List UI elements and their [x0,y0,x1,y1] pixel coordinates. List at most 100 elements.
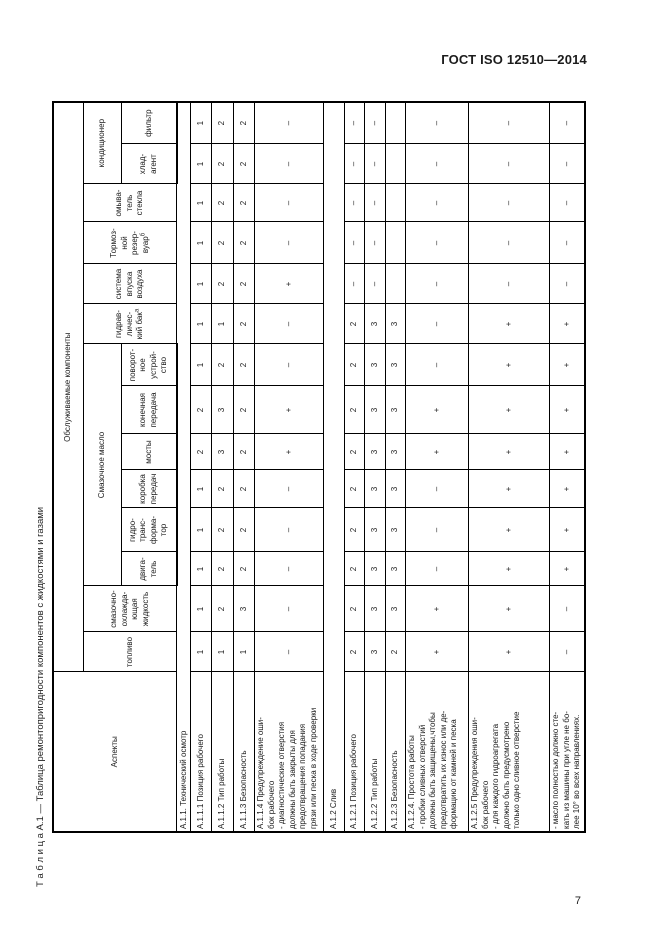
cell-a-1-1-3-washer: 2 [233,184,255,222]
cell-a-1-2-5-cont-filter: – [549,101,585,144]
cell-a-1-2-2-fuel: 3 [364,632,386,672]
row-label-a-1-2-5: А.1.2.5 Предупреждения оши- бок рабочего… [468,672,550,832]
section-row-a-1-1: А.1.1. Технический осмотр [176,101,191,832]
aspects-header: Аспекты [53,672,177,832]
col-header-engine: двига- тель [121,552,177,586]
cell-a-1-1-1-filter: 1 [190,101,212,144]
cell-a-1-2-5-brake-reservoir: – [468,222,550,264]
cell-a-1-2-2-brake-reservoir: – [364,222,386,264]
row-label-a-1-2-1: А.1.2.1 Позиция рабочего [344,672,365,832]
cell-a-1-1-1-final-drive: 2 [190,386,212,434]
cell-a-1-1-1-washer: 1 [190,184,212,222]
cell-a-1-2-4-coolant: + [405,586,469,632]
cell-a-1-1-4-hydraulic-tank: – [254,304,324,344]
footnote-mark-hydraulic-tank: а [134,308,141,313]
cell-a-1-2-3-brake-reservoir [385,222,406,264]
cell-a-1-2-5-air-intake: – [468,264,550,304]
cell-a-1-2-5-cont-washer: – [549,184,585,222]
cell-a-1-2-4-swing-gear: – [405,344,469,386]
cell-a-1-1-4-torque-converter: – [254,508,324,552]
col-header-washer: омыва- тель стекла [83,184,177,222]
cell-a-1-1-4-fuel: – [254,632,324,672]
row-label-a-1-2-4: А.1.2.4. Простота работы - пробки сливны… [405,672,469,832]
cell-a-1-2-3-final-drive: 3 [385,386,406,434]
col-header-filter: фильтр [121,101,177,144]
cell-a-1-2-3-filter [385,101,406,144]
cell-a-1-1-2-gearbox: 2 [211,470,234,508]
row-label-a-1-1-2: А.1.1.2 Тип работы [211,672,234,832]
cell-a-1-2-4-engine: – [405,552,469,586]
cell-a-1-2-5-hydraulic-tank: + [468,304,550,344]
cell-a-1-2-2-washer: – [364,184,386,222]
cell-a-1-1-2-refrigerant: 2 [211,144,234,184]
col-header-hydraulic-tank: гидрав- личес- кий бака [83,304,177,344]
cell-a-1-2-1-final-drive: 2 [344,386,365,434]
cell-a-1-2-5-final-drive: + [468,386,550,434]
cell-a-1-2-5-cont-engine: + [549,552,585,586]
cell-a-1-1-1-refrigerant: 1 [190,144,212,184]
col-header-coolant: смазочно- охлажда- ющая жидкость [83,586,177,632]
cell-a-1-2-3-hydraulic-tank: 3 [385,304,406,344]
cell-a-1-1-2-air-intake: 2 [211,264,234,304]
cell-a-1-1-3-fuel: 1 [233,632,255,672]
cell-a-1-1-4-swing-gear: – [254,344,324,386]
cell-a-1-1-3-swing-gear: 2 [233,344,255,386]
cell-a-1-1-3-torque-converter: 2 [233,508,255,552]
cell-a-1-2-5-fuel: + [468,632,550,672]
cell-a-1-2-3-refrigerant [385,144,406,184]
cell-a-1-1-4-coolant: – [254,586,324,632]
cell-a-1-2-2-engine: 3 [364,552,386,586]
col-header-torque-converter: гидро- транс- форма- тор [121,508,177,552]
col-header-swing-gear: поворот- ное устрой- ство [121,344,177,386]
cell-a-1-2-5-torque-converter: + [468,508,550,552]
cell-a-1-2-1-hydraulic-tank: 2 [344,304,365,344]
cell-a-1-1-2-fuel: 1 [211,632,234,672]
cell-a-1-1-4-engine: – [254,552,324,586]
cell-a-1-1-1-axles: 2 [190,434,212,470]
cell-a-1-1-1-gearbox: 1 [190,470,212,508]
cell-a-1-1-3-brake-reservoir: 2 [233,222,255,264]
cell-a-1-1-2-brake-reservoir: 2 [211,222,234,264]
cell-a-1-2-5-filter: – [468,101,550,144]
cell-a-1-1-3-hydraulic-tank: 2 [233,304,255,344]
cell-a-1-2-2-final-drive: 3 [364,386,386,434]
cell-a-1-2-4-air-intake: – [405,264,469,304]
cell-a-1-1-3-gearbox: 2 [233,470,255,508]
cell-a-1-2-3-swing-gear: 3 [385,344,406,386]
cell-a-1-1-2-filter: 2 [211,101,234,144]
cell-a-1-2-1-engine: 2 [344,552,365,586]
cell-a-1-1-3-final-drive: 2 [233,386,255,434]
cell-a-1-1-1-swing-gear: 1 [190,344,212,386]
cell-a-1-2-4-final-drive: + [405,386,469,434]
cell-a-1-2-4-fuel: + [405,632,469,672]
cell-a-1-2-5-cont-final-drive: + [549,386,585,434]
cell-a-1-1-3-air-intake: 2 [233,264,255,304]
cell-a-1-1-3-refrigerant: 2 [233,144,255,184]
cell-a-1-1-4-washer: – [254,184,324,222]
cell-a-1-2-1-filter: – [344,101,365,144]
cell-a-1-2-2-refrigerant: – [364,144,386,184]
cell-a-1-1-3-filter: 2 [233,101,255,144]
cell-a-1-2-3-axles: 3 [385,434,406,470]
cell-a-1-2-5-cont-axles: + [549,434,585,470]
cell-a-1-2-4-gearbox: – [405,470,469,508]
maintainability-table: Аспекты Обслуживаемые компоненты топливо см… [52,100,586,833]
cell-a-1-1-4-axles: + [254,434,324,470]
row-label-a-1-2-2: А.1.2.2 Тип работы [364,672,386,832]
cell-a-1-1-2-torque-converter: 2 [211,508,234,552]
cell-a-1-2-5-cont-coolant: – [549,586,585,632]
cell-a-1-2-5-cont-brake-reservoir: – [549,222,585,264]
cell-a-1-2-5-washer: – [468,184,550,222]
cell-a-1-2-5-engine: + [468,552,550,586]
cell-a-1-2-5-coolant: + [468,586,550,632]
cell-a-1-2-5-refrigerant: – [468,144,550,184]
col-header-axles: мосты [121,434,177,470]
cell-a-1-2-2-swing-gear: 3 [364,344,386,386]
cell-a-1-2-5-cont-refrigerant: – [549,144,585,184]
cell-a-1-2-5-cont-gearbox: + [549,470,585,508]
cell-a-1-2-3-fuel: 2 [385,632,406,672]
cell-a-1-2-1-fuel: 2 [344,632,365,672]
cell-a-1-2-2-torque-converter: 3 [364,508,386,552]
cell-a-1-2-1-torque-converter: 2 [344,508,365,552]
